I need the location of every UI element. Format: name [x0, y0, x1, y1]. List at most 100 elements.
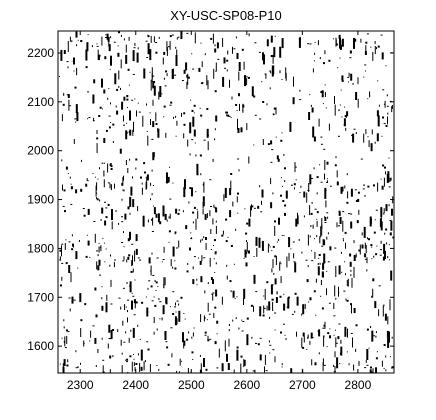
data-point — [144, 172, 146, 174]
data-point — [391, 368, 393, 369]
data-point — [76, 112, 78, 121]
data-point — [376, 246, 377, 247]
data-point — [324, 50, 325, 54]
data-point — [68, 173, 69, 174]
data-point — [61, 263, 63, 264]
data-point — [349, 254, 351, 257]
data-point — [347, 173, 348, 175]
data-point — [229, 116, 231, 117]
data-point — [192, 69, 194, 70]
data-point — [87, 178, 88, 181]
data-point — [197, 284, 198, 285]
data-point — [127, 168, 128, 173]
data-point — [235, 229, 236, 231]
data-point — [207, 319, 208, 320]
data-point — [372, 289, 373, 298]
data-point — [271, 268, 272, 272]
data-point — [286, 338, 287, 340]
data-point — [338, 136, 340, 137]
data-point — [152, 275, 154, 276]
data-point — [93, 118, 94, 121]
data-point — [259, 185, 260, 187]
data-point — [312, 108, 314, 113]
data-point — [390, 221, 392, 231]
data-point — [109, 265, 110, 267]
data-point — [248, 77, 250, 79]
data-point — [272, 299, 274, 300]
data-point — [206, 108, 208, 110]
data-point — [177, 38, 178, 40]
data-point — [319, 164, 320, 165]
data-point — [255, 343, 257, 344]
data-point — [104, 163, 105, 164]
data-point — [311, 178, 313, 179]
data-point — [366, 245, 367, 253]
data-point — [282, 366, 283, 367]
data-point — [277, 155, 279, 159]
data-point — [291, 185, 293, 186]
data-point — [299, 239, 300, 241]
data-point — [115, 259, 116, 261]
data-point — [133, 74, 135, 75]
data-point — [375, 46, 376, 54]
data-point — [131, 100, 133, 101]
data-point — [151, 139, 153, 140]
data-point — [324, 174, 325, 180]
data-point — [134, 251, 135, 262]
data-point — [168, 181, 169, 183]
data-point — [126, 45, 127, 53]
data-point — [225, 188, 227, 198]
data-point — [282, 132, 283, 133]
data-point — [237, 213, 238, 214]
data-point — [93, 221, 95, 222]
data-point — [191, 53, 192, 54]
data-point — [382, 165, 384, 167]
data-point — [110, 56, 112, 66]
data-point — [158, 213, 160, 222]
data-point — [154, 36, 155, 42]
data-point — [68, 41, 69, 52]
data-point — [289, 122, 291, 132]
data-point — [237, 119, 238, 130]
data-point — [288, 237, 290, 247]
data-point — [254, 208, 256, 209]
data-point — [345, 243, 346, 249]
data-point — [194, 105, 196, 107]
data-point — [126, 361, 128, 362]
data-point — [121, 102, 123, 110]
data-point — [197, 209, 198, 210]
data-point — [340, 40, 341, 46]
data-point — [140, 339, 141, 340]
data-point — [147, 35, 148, 36]
data-point — [237, 347, 239, 349]
data-point — [392, 337, 393, 339]
data-point — [104, 56, 106, 59]
data-point — [86, 42, 88, 51]
data-point — [239, 169, 240, 171]
data-point — [65, 243, 66, 250]
data-point — [343, 291, 345, 292]
data-point — [306, 349, 307, 350]
data-point — [278, 218, 280, 225]
data-point — [170, 306, 171, 307]
data-point — [339, 212, 341, 216]
data-point — [80, 328, 81, 337]
data-point — [172, 313, 174, 315]
data-point — [128, 254, 130, 256]
data-point — [133, 328, 135, 338]
data-point — [175, 316, 177, 325]
data-point — [92, 45, 93, 47]
data-point — [280, 70, 281, 73]
data-point — [317, 221, 318, 227]
data-point — [134, 47, 136, 48]
data-point — [196, 279, 197, 281]
data-point — [315, 315, 316, 316]
data-point — [213, 34, 214, 44]
data-point — [321, 280, 322, 285]
data-point — [129, 85, 130, 86]
data-point — [356, 200, 358, 202]
data-point — [293, 77, 294, 87]
data-point — [315, 42, 316, 43]
data-point — [341, 75, 343, 80]
data-point — [273, 55, 274, 64]
